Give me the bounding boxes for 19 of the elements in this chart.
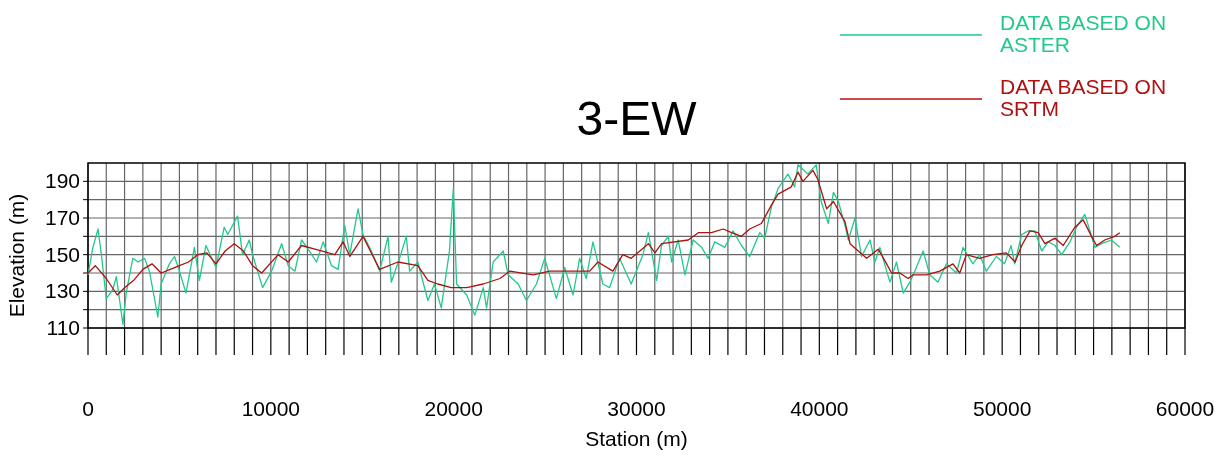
line-series xyxy=(87,164,1121,325)
x-tick-label: 50000 xyxy=(972,397,1032,420)
y-tick-label: 170 xyxy=(44,206,80,229)
text: DATA BASED ON ASTER xyxy=(1000,11,1167,56)
text: DATA BASED ON SRTM xyxy=(1000,75,1167,120)
x-axis-title: Station (m) xyxy=(585,427,688,450)
chart-title: 3-EW xyxy=(576,92,698,145)
y-axis-title: Elevation (m) xyxy=(5,193,28,318)
y-tick-label: 190 xyxy=(44,169,80,193)
y-tick-label: 150 xyxy=(44,242,80,266)
x-tick-label: 0 xyxy=(82,397,94,420)
line-series xyxy=(87,169,1121,296)
x-tick-label: 60000 xyxy=(1155,397,1215,420)
y-tick-label: 110 xyxy=(46,316,80,339)
x-tick-label: 10000 xyxy=(241,397,301,420)
x-tick-label: 30000 xyxy=(607,397,666,420)
x-tick-label: 20000 xyxy=(424,397,483,420)
x-tick-label: 40000 xyxy=(790,397,849,420)
y-tick-label: 130 xyxy=(44,279,80,303)
